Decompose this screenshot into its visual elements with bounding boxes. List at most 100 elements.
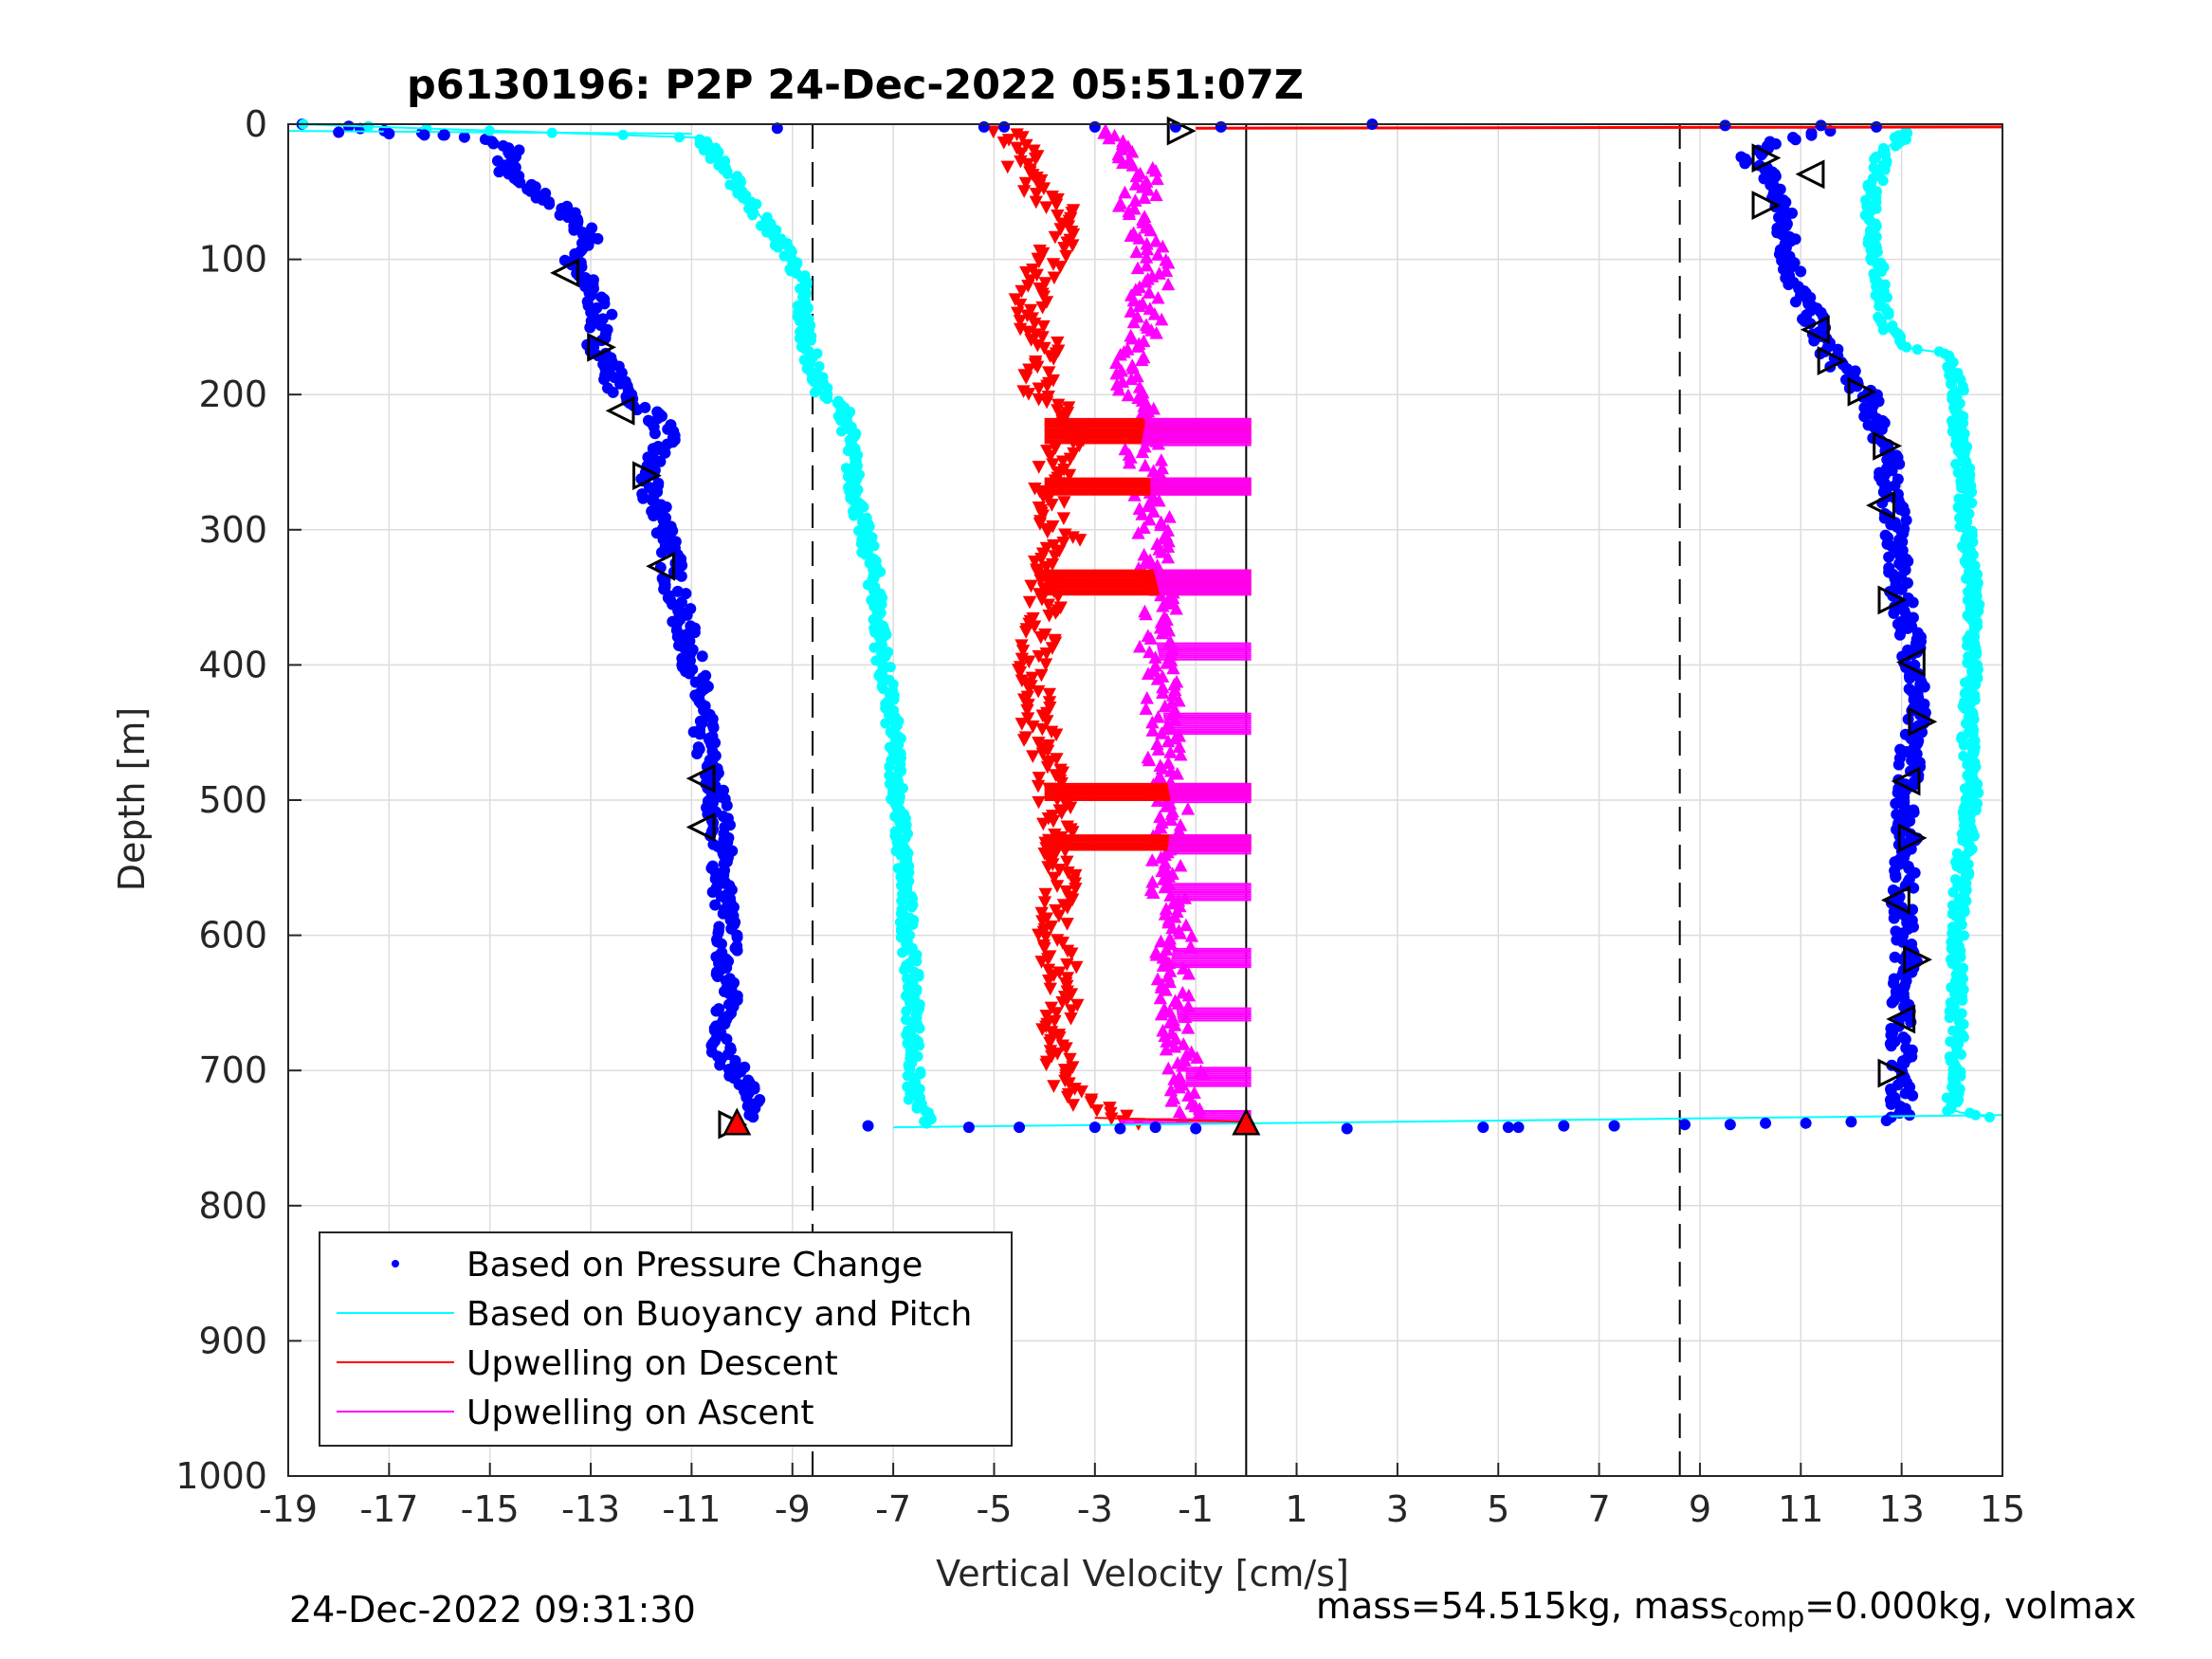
upwelling-descent-point xyxy=(1039,201,1053,214)
upwelling-descent-point xyxy=(1060,918,1074,931)
marker-layer xyxy=(550,116,1938,1139)
buoyancy-point xyxy=(897,947,908,958)
upwelling-ascent-point xyxy=(1102,131,1116,145)
legend-box xyxy=(319,1231,1013,1447)
buoyancy-point xyxy=(1871,231,1882,243)
buoyancy-point xyxy=(903,1094,914,1105)
upwelling-ascent-point xyxy=(1177,1037,1191,1050)
upwelling-ascent-point xyxy=(1139,250,1154,264)
upwelling-ascent-point xyxy=(1148,650,1162,664)
upwelling-ascent-point xyxy=(1160,1034,1174,1048)
upwelling-ascent-point xyxy=(1163,745,1178,758)
upwelling-descent-point xyxy=(1024,579,1038,593)
y-tick-label: 300 xyxy=(198,509,267,551)
pressure-change-point xyxy=(715,938,727,950)
pressure-change-point xyxy=(1888,912,1900,924)
direction-marker xyxy=(1795,159,1825,190)
pressure-change-point xyxy=(1907,1089,1919,1102)
transition-point xyxy=(771,122,783,135)
upwelling-descent-point xyxy=(1050,880,1065,893)
upwelling-descent-point xyxy=(1046,458,1060,471)
upwelling-ascent-point xyxy=(1172,693,1186,707)
buoyancy-point xyxy=(911,1103,923,1114)
upwelling-descent-point xyxy=(1089,1103,1105,1118)
upwelling-descent-point xyxy=(1060,1090,1075,1104)
upwelling-ascent-point xyxy=(1148,163,1163,177)
transition-point xyxy=(1719,119,1731,132)
transition-point xyxy=(333,126,345,138)
y-tick-label: 100 xyxy=(198,239,267,281)
upwelling-descent-point xyxy=(1066,826,1080,839)
upwelling-ascent-point xyxy=(1147,307,1161,320)
upwelling-descent-point xyxy=(1037,941,1051,956)
buoyancy-point xyxy=(821,393,832,405)
pressure-change-point xyxy=(684,667,696,680)
x-tick-label: -19 xyxy=(259,1488,318,1530)
upwelling-descent-point xyxy=(1047,271,1062,285)
upwelling-ascent-point xyxy=(1181,966,1196,980)
upwelling-ascent-point xyxy=(1170,766,1184,780)
y-tick-label: 600 xyxy=(198,915,267,957)
axis-ticks: -19 -17 -15 -13 -11 -9 -7 -5 -3 -1 1 3 5 7 9 11 13 150100… xyxy=(175,103,2025,1530)
transition-point xyxy=(1558,1120,1570,1132)
legend-marker xyxy=(392,1260,399,1267)
direction-marker xyxy=(1903,944,1932,975)
transition-point xyxy=(1608,1120,1620,1132)
upwelling-descent-point xyxy=(1035,301,1050,315)
upwelling-ascent-point xyxy=(1151,742,1166,756)
pressure-change-point xyxy=(1898,802,1910,814)
buoyancy-point xyxy=(768,231,779,243)
upwelling-descent-point xyxy=(1032,255,1047,269)
pressure-change-point xyxy=(706,885,719,898)
upwelling-ascent-point xyxy=(1140,258,1154,272)
upwelling-ascent-point xyxy=(1143,223,1158,237)
upwelling-ascent-point xyxy=(1135,445,1150,459)
pressure-change-point xyxy=(514,176,526,189)
upwelling-ascent-point xyxy=(1149,188,1163,202)
buoyancy-point xyxy=(1958,385,1969,396)
pressure-change-point xyxy=(691,747,704,759)
buoyancy-point xyxy=(1911,344,1923,356)
upwelling-ascent-point xyxy=(1125,158,1140,172)
mass-subscript: comp xyxy=(1728,1600,1805,1633)
transition-point xyxy=(383,127,395,139)
transition-point xyxy=(438,129,450,141)
pressure-change-point xyxy=(1908,882,1920,894)
upwelling-descent-point xyxy=(1013,299,1028,312)
buoyancy-point xyxy=(911,956,923,967)
upwelling-ascent-point xyxy=(1143,631,1158,645)
upwelling-ascent-point xyxy=(1156,872,1171,885)
upwelling-descent-point xyxy=(986,125,1000,139)
pressure-change-point xyxy=(688,627,701,639)
transition-point xyxy=(1871,120,1883,133)
upwelling-ascent-point xyxy=(1190,1050,1204,1064)
pressure-change-point xyxy=(1795,265,1807,278)
pressure-change-point xyxy=(543,198,556,210)
pressure-change-point xyxy=(731,931,743,943)
buoyancy-point xyxy=(1956,1048,1967,1060)
upwelling-descent-point xyxy=(1030,268,1044,283)
upwelling-descent-point xyxy=(1042,610,1056,623)
upwelling-ascent-point xyxy=(1159,1042,1174,1056)
upwelling-descent-point xyxy=(1015,718,1029,731)
upwelling-descent-point xyxy=(1056,512,1071,525)
buoyancy-point xyxy=(1890,140,1901,152)
upwelling-descent-point xyxy=(1026,750,1040,763)
pressure-change-point xyxy=(709,873,722,885)
pressure-change-point xyxy=(675,570,687,582)
upwelling-ascent-point xyxy=(1142,285,1157,299)
upwelling-descent-point xyxy=(1034,956,1049,969)
transition-point xyxy=(1190,1122,1202,1135)
upwelling-ascent-point xyxy=(1128,193,1143,207)
pressure-change-point xyxy=(696,650,708,663)
pressure-change-point xyxy=(710,1005,722,1017)
x-tick-label: -5 xyxy=(977,1488,1013,1530)
upwelling-descent-point xyxy=(1042,366,1056,379)
mass-suffix: =0.000kg, volmax xyxy=(1804,1585,2137,1627)
direction-marker xyxy=(1873,430,1903,461)
upwelling-descent-point xyxy=(1041,975,1056,988)
upwelling-descent-point xyxy=(1039,560,1053,574)
upwelling-ascent-point xyxy=(1143,645,1157,659)
buoyancy-point xyxy=(1883,309,1894,320)
upwelling-descent-point xyxy=(1049,728,1064,742)
